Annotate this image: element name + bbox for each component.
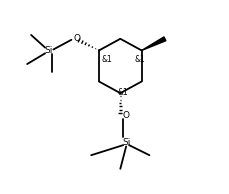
Polygon shape: [142, 37, 166, 50]
Text: Si: Si: [44, 46, 53, 55]
Text: &1: &1: [117, 88, 128, 97]
Text: O: O: [122, 111, 129, 120]
Text: O: O: [73, 34, 80, 43]
Text: &1: &1: [102, 55, 113, 64]
Text: Si: Si: [122, 138, 130, 147]
Text: &1: &1: [135, 55, 146, 64]
